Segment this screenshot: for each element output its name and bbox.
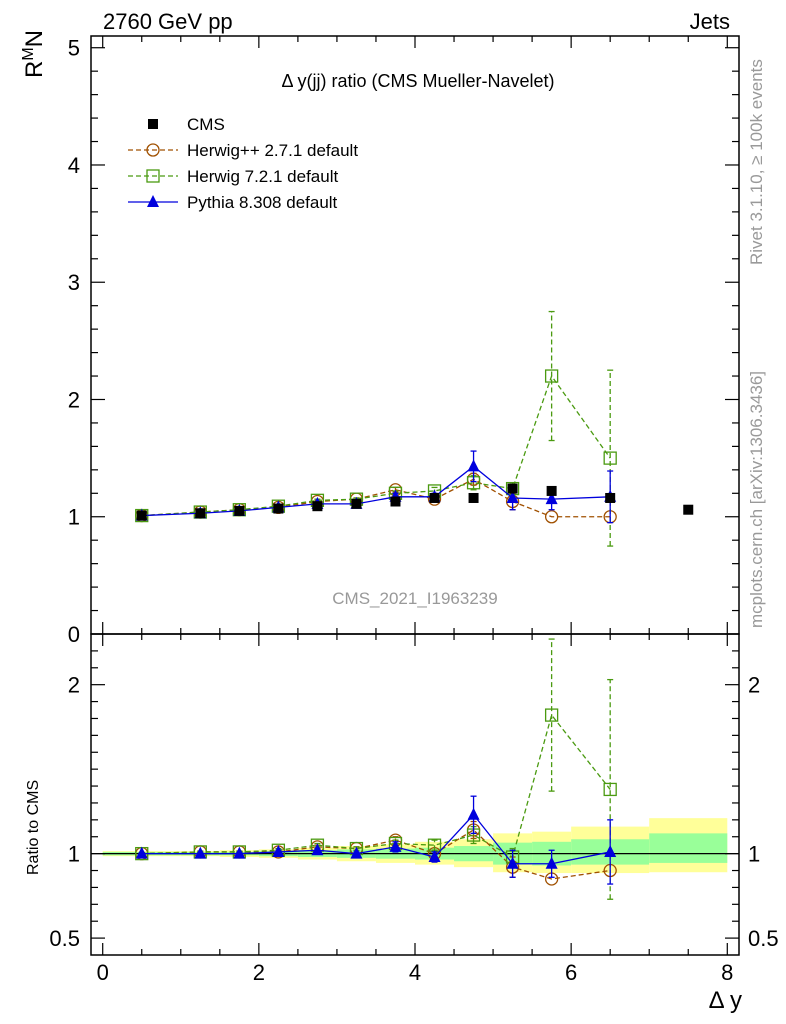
data-point-main bbox=[544, 369, 559, 383]
legend-label: Herwig 7.2.1 default bbox=[187, 167, 338, 186]
y-tick-label-main: 4 bbox=[68, 153, 80, 178]
series-2 bbox=[135, 450, 617, 885]
x-tick-label: 6 bbox=[565, 960, 577, 985]
cms-data-point bbox=[390, 496, 401, 507]
data-point-ratio bbox=[135, 846, 148, 859]
cms-data-layer bbox=[136, 483, 694, 521]
data-point-ratio bbox=[311, 843, 324, 856]
legend: CMS Herwig++ 2.7.1 default Herwig 7.2.1 de… bbox=[128, 115, 358, 212]
data-point-main bbox=[545, 492, 558, 505]
data-point-ratio bbox=[428, 850, 441, 863]
y-tick-label-main: 2 bbox=[68, 387, 80, 412]
cms-data-point bbox=[195, 508, 206, 519]
data-point-ratio bbox=[467, 807, 480, 820]
data-point-ratio bbox=[194, 846, 207, 859]
y-tick-label-main: 3 bbox=[68, 270, 80, 295]
data-point-ratio bbox=[350, 846, 363, 859]
data-point-ratio bbox=[545, 856, 558, 869]
legend-marker bbox=[147, 195, 159, 207]
cms-data-point bbox=[312, 501, 323, 512]
x-tick-label: 0 bbox=[97, 960, 109, 985]
x-axis-label: Δ y bbox=[709, 987, 742, 1014]
data-point-main bbox=[506, 490, 519, 503]
mcplots-label: mcplots.cern.ch [arXiv:1306.3436] bbox=[747, 371, 766, 628]
legend-marker bbox=[146, 169, 160, 183]
legend-marker bbox=[148, 119, 158, 129]
y-tick-label-ratio: 1 bbox=[68, 842, 80, 867]
legend-marker bbox=[146, 143, 160, 157]
cms-data-point bbox=[136, 510, 147, 521]
data-point-ratio bbox=[272, 844, 285, 857]
header-right: Jets bbox=[690, 9, 730, 34]
legend-label: Herwig++ 2.7.1 default bbox=[187, 141, 358, 160]
y-tick-label-ratio-right: 0.5 bbox=[748, 926, 779, 951]
data-point-ratio bbox=[604, 844, 617, 857]
y-tick-label-main: 0 bbox=[68, 622, 80, 647]
cms-data-point bbox=[429, 492, 440, 503]
chart-title: Δ y(jj) ratio (CMS Mueller-Navelet) bbox=[281, 71, 554, 91]
data-point-main bbox=[467, 459, 480, 472]
legend-label: CMS bbox=[187, 115, 225, 134]
data-point-ratio bbox=[233, 846, 246, 859]
series-line-main bbox=[141, 465, 611, 517]
x-tick-label: 8 bbox=[721, 960, 733, 985]
y-axis-label-main: RMN bbox=[20, 30, 48, 78]
cms-data-point bbox=[507, 483, 518, 494]
cms-data-point bbox=[234, 505, 245, 516]
y-tick-label-main: 1 bbox=[68, 505, 80, 530]
y-tick-label-ratio-right: 1 bbox=[748, 842, 760, 867]
data-point-ratio bbox=[389, 839, 402, 852]
cms-data-point bbox=[683, 504, 694, 515]
band-inner-segment bbox=[649, 833, 728, 863]
cms-data-point bbox=[468, 492, 479, 503]
y-tick-label-ratio: 2 bbox=[68, 673, 80, 698]
cms-data-point bbox=[546, 485, 557, 496]
rivet-version-label: Rivet 3.1.10, ≥ 100k events bbox=[747, 59, 766, 265]
ratio-panel-frame bbox=[90, 633, 740, 956]
data-point-ratio bbox=[544, 708, 559, 722]
x-tick-label: 4 bbox=[409, 960, 421, 985]
series-line-main bbox=[141, 478, 611, 518]
y-tick-label-ratio: 0.5 bbox=[49, 926, 80, 951]
legend-entry-3: Pythia 8.308 default bbox=[128, 193, 338, 212]
legend-entry-0: CMS bbox=[148, 115, 225, 134]
cms-data-point bbox=[605, 492, 616, 503]
analysis-id-label: CMS_2021_I1963239 bbox=[332, 589, 497, 608]
cms-data-point bbox=[273, 503, 284, 514]
legend-entry-1: Herwig++ 2.7.1 default bbox=[128, 141, 358, 160]
cms-data-point bbox=[351, 498, 362, 509]
x-tick-label: 2 bbox=[253, 960, 265, 985]
axes-layer: 0 2 4 6 8 0 1 2 3 4 5 0.5 0.5 1 1 2 2 bbox=[49, 35, 779, 985]
data-point-main bbox=[544, 510, 559, 524]
header-left: 2760 GeV pp bbox=[103, 9, 233, 34]
y-tick-label-main: 5 bbox=[68, 36, 80, 61]
data-point-main bbox=[603, 451, 617, 465]
y-axis-label-ratio: Ratio to CMS bbox=[25, 780, 42, 875]
series-line-ratio bbox=[141, 813, 611, 865]
legend-entry-2: Herwig 7.2.1 default bbox=[128, 167, 338, 186]
y-tick-label-ratio-right: 2 bbox=[748, 673, 760, 698]
data-point-ratio bbox=[603, 782, 617, 797]
series-0 bbox=[135, 472, 617, 886]
legend-label: Pythia 8.308 default bbox=[187, 193, 338, 212]
data-point-ratio bbox=[506, 856, 519, 869]
